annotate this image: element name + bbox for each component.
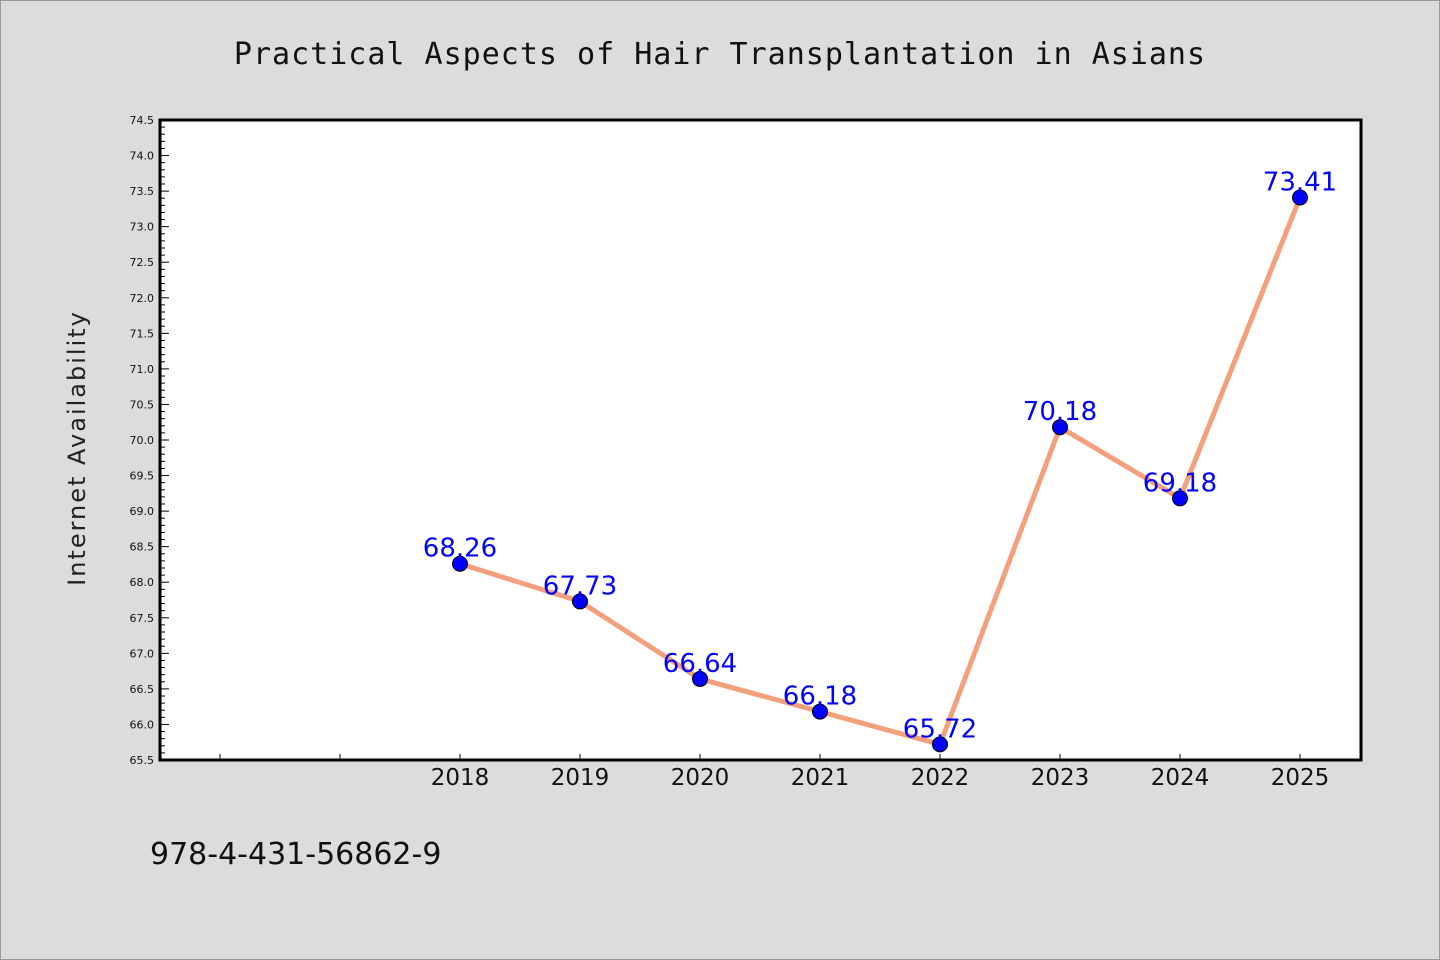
- y-tick-label: 69.5: [130, 470, 155, 483]
- y-tick-label: 72.0: [130, 292, 155, 305]
- data-point-marker: [932, 736, 948, 753]
- y-tick-label: 70.5: [130, 398, 155, 411]
- series-layer: [452, 189, 1308, 753]
- data-point-label: 73.41: [1263, 168, 1337, 198]
- y-tick-label: 65.5: [130, 754, 155, 767]
- y-axis-label: Internet Availability: [63, 310, 91, 586]
- y-tick-label: 73.0: [130, 221, 155, 234]
- data-point-label: 67.73: [543, 571, 617, 601]
- x-tick-label: 2022: [911, 765, 970, 791]
- data-point-marker: [1052, 419, 1068, 436]
- series-line: [457, 195, 1303, 747]
- y-tick-label: 71.5: [130, 327, 155, 340]
- data-point-marker: [452, 555, 468, 572]
- x-tick-label: 2023: [1031, 765, 1090, 791]
- x-axis: 2018 2019 2020 2021 2022 2023 2024 2025: [219, 754, 1330, 791]
- y-tick-label: 68.5: [130, 541, 155, 554]
- x-tick-label: 2018: [431, 765, 490, 791]
- y-tick-label: 70.0: [130, 434, 155, 447]
- y-tick-label: 67.5: [130, 612, 155, 625]
- x-tick-label: 2025: [1271, 765, 1330, 791]
- data-point-label: 68.26: [423, 534, 497, 564]
- data-point-label: 70.18: [1023, 397, 1097, 427]
- data-point-label: 69.18: [1143, 468, 1217, 498]
- y-tick-label: 66.0: [130, 718, 155, 731]
- y-tick-label: 72.5: [130, 256, 155, 269]
- data-point-marker: [1172, 490, 1188, 507]
- y-tick-label: 74.0: [130, 150, 155, 163]
- data-label-layer: 68.26 67.73 66.64 66.18 65.72 70.18 69.18 73.41: [423, 168, 1337, 745]
- data-point-marker: [1292, 189, 1308, 206]
- plot-area: [158, 118, 1363, 762]
- y-tick-label: 71.0: [130, 363, 155, 376]
- data-point-label: 66.64: [663, 649, 737, 679]
- x-tick-label: 2021: [791, 765, 850, 791]
- data-point-marker: [812, 703, 828, 720]
- data-point-marker: [692, 670, 708, 687]
- x-tick-label: 2019: [551, 765, 610, 791]
- data-point-label: 65.72: [903, 714, 977, 744]
- y-tick-label: 67.0: [130, 647, 155, 660]
- y-tick-label: 68.0: [130, 576, 155, 589]
- data-point-label: 66.18: [783, 682, 857, 712]
- y-tick-label: 73.5: [130, 185, 155, 198]
- isbn-footer: 978-4-431-56862-9: [150, 837, 441, 872]
- y-tick-label: 74.5: [130, 114, 155, 127]
- x-tick-label: 2024: [1151, 765, 1210, 791]
- chart-title: Practical Aspects of Hair Transplantatio…: [234, 37, 1206, 72]
- y-axis: 65.5 66.0 66.5 67.0 67.5 68.0 68.5 69.0 69.5 70.0…: [130, 114, 169, 767]
- data-point-marker: [572, 593, 588, 610]
- y-tick-label: 66.5: [130, 683, 155, 696]
- x-tick-label: 2020: [671, 765, 730, 791]
- y-tick-label: 69.0: [130, 505, 155, 518]
